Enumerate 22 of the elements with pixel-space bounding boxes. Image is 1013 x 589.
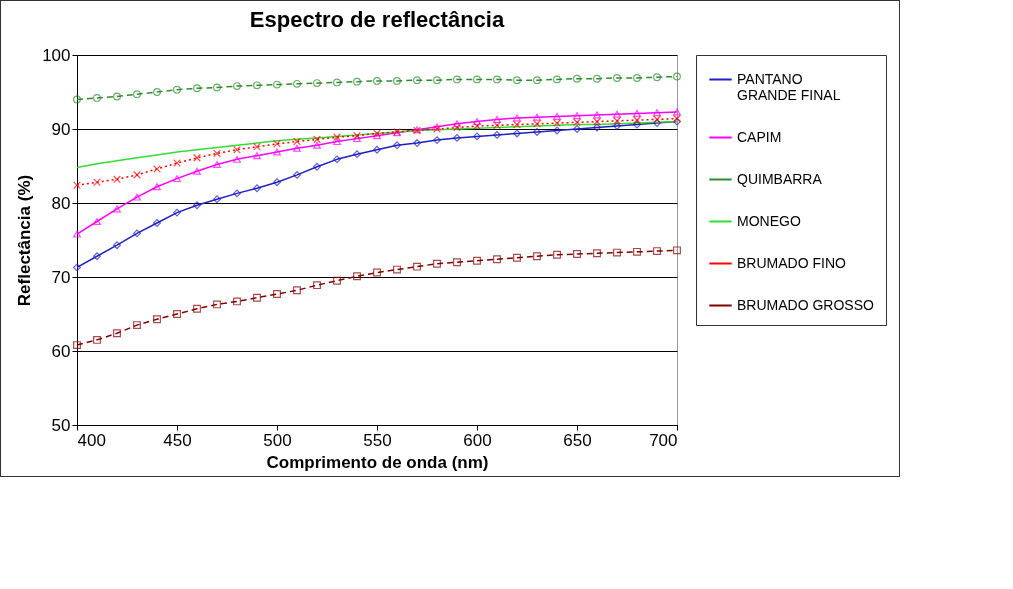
- y-tick-label: 70: [51, 267, 71, 287]
- x-tick-label: 650: [563, 430, 592, 450]
- legend-label: BRUMADO GROSSO: [737, 296, 875, 313]
- legend-label: MONEGO: [737, 212, 801, 229]
- chart-title: Espectro de reflectância: [249, 7, 505, 32]
- x-tick-label: 500: [263, 430, 292, 450]
- x-tick-label: 600: [463, 430, 492, 450]
- y-tick-label: 100: [42, 45, 71, 65]
- x-tick-label: 700: [649, 430, 678, 450]
- x-axis-title: Comprimento de onda (nm): [266, 452, 489, 472]
- y-axis-title: Reflectância (%): [15, 174, 35, 307]
- legend-label: CAPIM: [737, 128, 782, 145]
- y-tick-label: 60: [51, 341, 71, 361]
- legend-label: BRUMADO FINO: [737, 254, 846, 271]
- legend-label: PANTANO GRANDE FINAL: [737, 70, 841, 103]
- legend-label: QUIMBARRA: [737, 170, 823, 187]
- y-tick-label: 90: [51, 119, 71, 139]
- y-tick-label: 50: [51, 415, 71, 435]
- x-tick-label: 400: [77, 430, 106, 450]
- x-tick-label: 550: [363, 430, 392, 450]
- y-tick-label: 80: [51, 193, 71, 213]
- x-tick-label: 450: [163, 430, 192, 450]
